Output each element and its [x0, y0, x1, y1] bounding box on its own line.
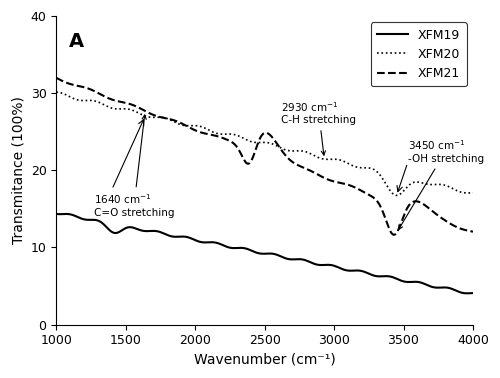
XFM20	[470, 191, 476, 195]
XFM21	[54, 76, 60, 80]
XFM21	[470, 229, 476, 234]
XFM19	[470, 291, 476, 295]
Text: 3450 cm$^{-1}$
-OH stretching: 3450 cm$^{-1}$ -OH stretching	[398, 138, 484, 229]
Text: 2930 cm$^{-1}$
C-H stretching: 2930 cm$^{-1}$ C-H stretching	[282, 100, 356, 155]
XFM21	[127, 102, 133, 106]
Line: XFM19: XFM19	[56, 214, 473, 293]
XFM20	[394, 193, 400, 198]
XFM21	[332, 179, 338, 184]
Legend: XFM19, XFM20, XFM21: XFM19, XFM20, XFM21	[370, 22, 466, 86]
XFM19	[367, 272, 373, 276]
X-axis label: Wavenumber (cm⁻¹): Wavenumber (cm⁻¹)	[194, 353, 336, 367]
XFM21	[299, 165, 305, 169]
XFM19	[160, 231, 166, 235]
Text: A: A	[69, 31, 84, 51]
XFM20	[367, 166, 373, 170]
XFM21	[160, 116, 166, 120]
Line: XFM20: XFM20	[56, 92, 473, 195]
XFM20	[299, 149, 305, 153]
XFM19	[332, 263, 338, 268]
Line: XFM21: XFM21	[56, 78, 473, 235]
XFM19	[54, 212, 60, 216]
XFM21	[390, 232, 396, 237]
XFM20	[242, 137, 248, 141]
Y-axis label: Transmitance (100%): Transmitance (100%)	[11, 96, 25, 244]
XFM21	[367, 193, 373, 198]
XFM19	[242, 246, 248, 251]
XFM21	[242, 159, 248, 163]
Text: 1640 cm$^{-1}$
C=O stretching: 1640 cm$^{-1}$ C=O stretching	[94, 115, 174, 218]
XFM19	[464, 291, 469, 296]
XFM19	[127, 225, 133, 229]
XFM20	[127, 107, 133, 112]
XFM20	[160, 115, 166, 120]
XFM20	[54, 90, 60, 94]
XFM20	[332, 157, 338, 161]
XFM19	[299, 257, 305, 262]
